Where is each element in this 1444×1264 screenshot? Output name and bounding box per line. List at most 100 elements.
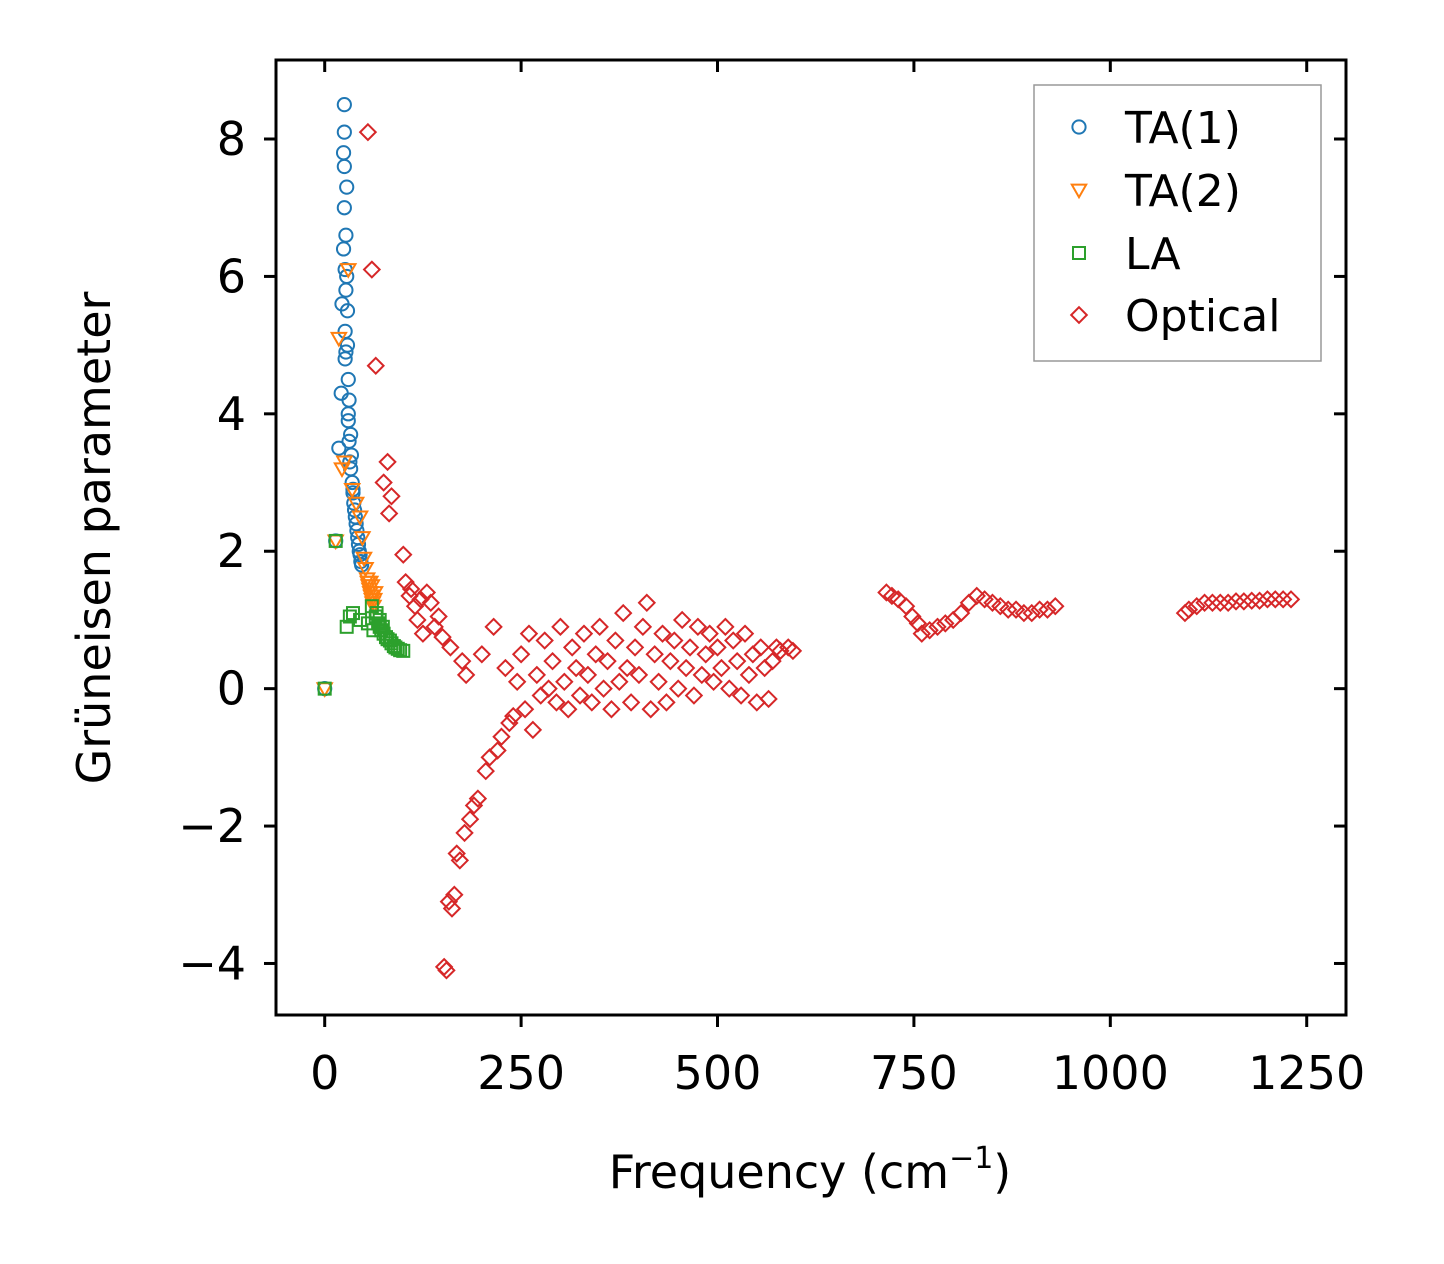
- optical-point: [657, 693, 676, 712]
- optical-point: [362, 260, 382, 279]
- optical-point: [727, 651, 747, 671]
- optical-point: [645, 645, 664, 664]
- optical-point: [1014, 603, 1034, 623]
- optical-point: [488, 741, 507, 760]
- optical-point: [696, 645, 715, 664]
- ta-1-point: [335, 145, 352, 161]
- optical-point: [1179, 600, 1199, 619]
- optical-point: [920, 621, 939, 640]
- optical-point: [641, 700, 660, 719]
- optical-point: [511, 645, 531, 664]
- legend-marker-ta-2: [1070, 183, 1088, 200]
- optical-point: [739, 665, 759, 685]
- optical-point: [500, 713, 519, 733]
- optical-point: [1218, 593, 1238, 612]
- optical-point: [724, 631, 743, 650]
- legend-label-optical: Optical: [1125, 291, 1280, 342]
- optical-point: [672, 610, 692, 630]
- optical-point: [751, 638, 770, 657]
- optical-point: [680, 638, 700, 657]
- x-axis-label: Frequency (cm−1): [609, 1141, 1012, 1199]
- optical-point: [1250, 591, 1269, 610]
- optical-point: [442, 899, 462, 918]
- optical-point: [759, 689, 778, 709]
- y-tick-label: 4: [217, 387, 246, 441]
- optical-point: [555, 672, 574, 691]
- la-point: [317, 681, 332, 696]
- optical-point: [527, 665, 547, 685]
- optical-point: [637, 593, 657, 612]
- optical-point: [492, 727, 511, 746]
- optical-point: [688, 617, 708, 637]
- optical-point: [566, 658, 586, 678]
- optical-point: [476, 761, 495, 781]
- ta-2-point: [353, 531, 372, 547]
- ta-1-point: [336, 200, 352, 216]
- optical-point: [439, 892, 459, 911]
- ta-2-point: [339, 263, 358, 279]
- y-tick-label: 6: [217, 249, 246, 303]
- optical-point: [936, 614, 955, 633]
- optical-point: [735, 624, 755, 643]
- optical-point: [743, 645, 763, 664]
- optical-point: [1022, 603, 1041, 623]
- optical-point: [1234, 592, 1254, 611]
- optical-point: [755, 658, 774, 678]
- optical-point: [896, 596, 916, 616]
- optical-point: [480, 748, 499, 767]
- ta-1-point: [339, 337, 356, 353]
- ta-1-point: [342, 454, 358, 470]
- la-point: [353, 612, 368, 627]
- optical-point: [598, 651, 617, 671]
- legend-marker-la: [1072, 246, 1086, 260]
- ta-1-point: [352, 547, 368, 563]
- optical-point: [661, 651, 680, 671]
- optical-point: [450, 851, 470, 870]
- optical-point: [700, 624, 719, 643]
- optical-point: [1258, 590, 1277, 609]
- optical-point: [991, 596, 1010, 616]
- la-point: [396, 643, 411, 658]
- optical-point: [877, 583, 896, 602]
- optical-point: [535, 631, 554, 650]
- ta-1-point: [336, 124, 352, 140]
- optical-point: [1266, 590, 1285, 609]
- optical-point: [928, 617, 947, 637]
- optical-point: [468, 789, 488, 808]
- optical-point: [413, 624, 433, 643]
- optical-point: [617, 658, 637, 678]
- ta-2-point: [335, 455, 354, 472]
- optical-point: [614, 603, 633, 623]
- y-axis-label: Grüneisen parameter: [67, 291, 121, 784]
- optical-point: [531, 686, 550, 705]
- ta-1-point: [331, 440, 347, 456]
- optical-point: [582, 693, 602, 712]
- x-tick-label: 500: [674, 1046, 762, 1100]
- optical-point: [586, 645, 605, 664]
- optical-point: [708, 638, 727, 657]
- optical-point: [676, 658, 696, 678]
- legend-label-ta1: TA(1): [1124, 103, 1241, 154]
- ta-2-point: [351, 510, 369, 527]
- optical-point: [394, 545, 413, 564]
- ta-1-point: [335, 241, 352, 257]
- optical-point: [625, 638, 645, 657]
- optical-point: [1195, 593, 1214, 612]
- optical-point: [539, 679, 558, 698]
- ta-1-point: [354, 557, 370, 573]
- ta-1-point: [339, 303, 356, 319]
- optical-point: [447, 844, 466, 863]
- optical-point: [570, 686, 590, 705]
- optical-point: [610, 672, 629, 691]
- optical-point: [559, 700, 578, 719]
- ta-1-point: [338, 282, 354, 298]
- optical-point: [943, 610, 963, 630]
- optical-point: [720, 679, 739, 698]
- optical-point: [507, 672, 527, 691]
- ta-1-point: [336, 158, 352, 175]
- optical-point: [692, 665, 712, 685]
- x-tick-label: 0: [310, 1046, 339, 1100]
- optical-point: [519, 624, 539, 643]
- legend: TA(1) TA(2) LA Optical: [1033, 84, 1322, 362]
